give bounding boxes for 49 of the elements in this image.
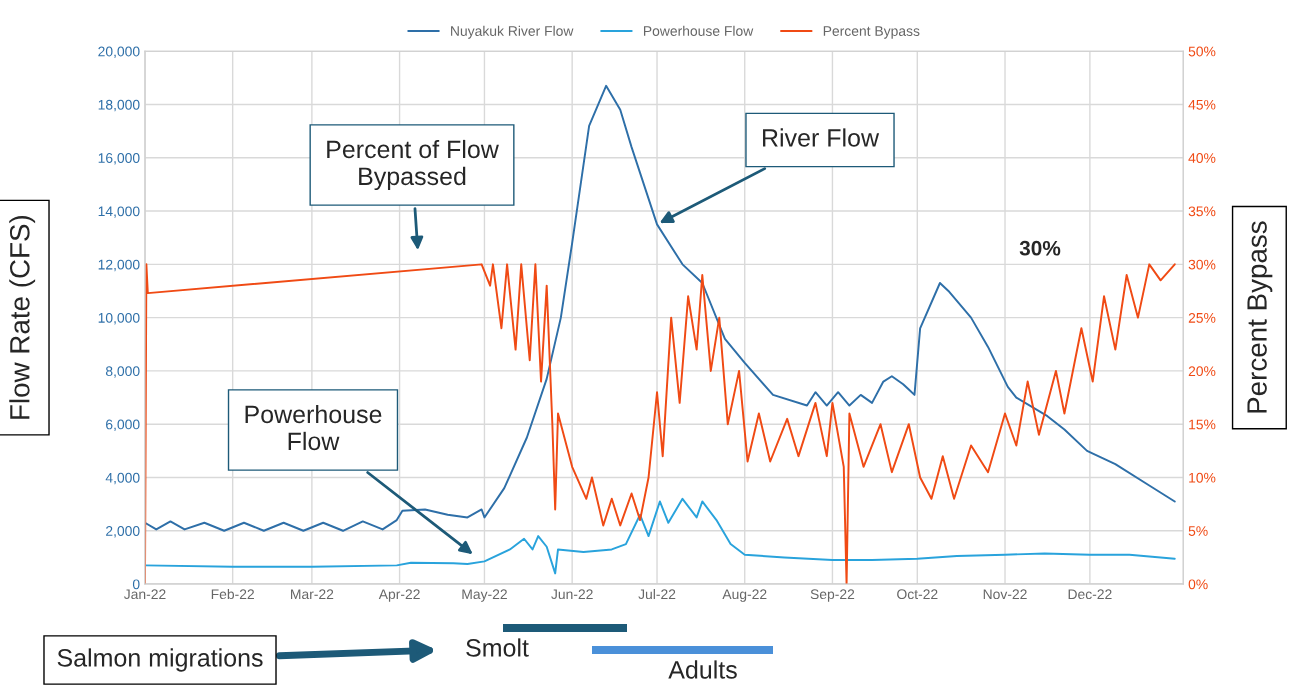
annotation: 30% (1019, 240, 1061, 256)
y-tick-label: 2,000 (106, 526, 140, 538)
y-tick-label: 18,000 (98, 99, 140, 112)
line-series (144, 263, 1176, 585)
x-tick-label: May-22 (462, 589, 507, 602)
x-tick-label: Sep-22 (810, 589, 855, 602)
text: Smolt (466, 638, 529, 657)
x-tick-label: Feb-22 (211, 588, 254, 600)
y2-tick-label: 5% (1188, 526, 1208, 536)
y2-tick-label: 50% (1188, 46, 1216, 57)
y-tick-label: 0 (132, 579, 140, 590)
y2-tick-label: 20% (1188, 366, 1216, 377)
x-tick-label: Oct-22 (897, 589, 938, 600)
y-axis-title: Flow Rate (CFS) (9, 215, 36, 419)
y-tick-label: 20,000 (98, 46, 140, 59)
y2-tick-label: 15% (1189, 419, 1216, 430)
x-tick-label: Apr-22 (378, 589, 420, 602)
x-tick-label: Mar-22 (291, 589, 334, 600)
line-series (144, 84, 1176, 532)
y2-tick-label: 30% (1188, 259, 1216, 270)
y-tick-label: 6,000 (106, 419, 140, 432)
x-tick-label: Jun-22 (551, 589, 593, 600)
x-tick-label: Dec-22 (1068, 589, 1112, 600)
x-tick-label: Aug-22 (722, 589, 767, 602)
text: Salmon migrations (57, 648, 263, 672)
legend-label: Nuyakuk River Flow (451, 25, 574, 39)
x-tick-label: Nov-22 (983, 589, 1027, 600)
y-tick-label: 4,000 (105, 472, 140, 485)
x-tick-label: Jul-22 (638, 588, 676, 600)
x-tick-label: Jan-22 (123, 589, 166, 600)
y-tick-label: 12,000 (98, 259, 140, 272)
y-tick-label: 16,000 (98, 153, 140, 165)
annotation: Percent of Flow Bypassed (327, 139, 499, 191)
y-tick-label: 8,000 (105, 366, 140, 378)
y-tick-label: 14,000 (98, 206, 140, 218)
y2-tick-label: 35% (1188, 206, 1216, 217)
legend-label: Powerhouse Flow (643, 25, 754, 36)
legend-label: Percent Bypass (823, 26, 920, 39)
text: Adults (668, 660, 737, 679)
y2-axis-title: Percent Bypass (1247, 221, 1273, 413)
y-tick-label: 10,000 (98, 312, 140, 325)
y2-tick-label: 25% (1188, 312, 1216, 323)
y2-tick-label: 10% (1189, 472, 1216, 483)
line-series (144, 497, 1176, 575)
annotation: Powerhouse Flow (245, 404, 382, 451)
y2-tick-label: 45% (1188, 99, 1216, 110)
y2-tick-label: 40% (1188, 153, 1216, 163)
annotation: River Flow (763, 128, 880, 147)
y2-tick-label: 0% (1188, 579, 1208, 590)
